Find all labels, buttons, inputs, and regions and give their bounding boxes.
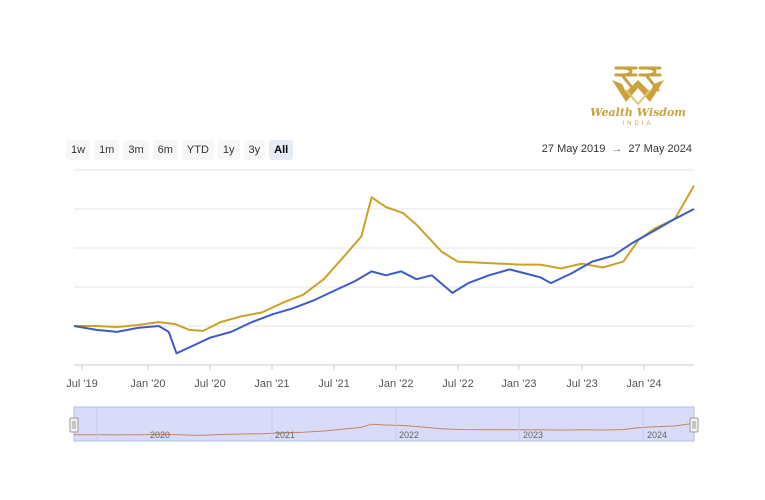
series-line-0 [74,185,695,332]
navigator-year-label: 2022 [399,430,419,440]
range-selector: 1w 1m 3m 6m YTD 1y 3y All [66,140,294,160]
navigator-handle-left[interactable] [69,417,79,433]
x-tick-label: Jul '20 [194,378,225,390]
date-range-to[interactable]: 27 May 2024 [628,143,692,155]
range-button-3m[interactable]: 3m [123,140,149,160]
x-tick-label: Jan '21 [254,378,289,390]
x-tick-label: Jan '20 [130,378,165,390]
wealth-wisdom-logo [612,66,664,106]
range-button-1y[interactable]: 1y [217,140,240,160]
range-button-ytd[interactable]: YTD [181,140,214,160]
date-range-arrow: → [611,143,623,155]
logo-subtitle: INDIA [622,121,654,127]
x-tick-label: Jan '24 [626,378,661,390]
x-tick-label: Jul '22 [442,378,473,390]
range-button-3y[interactable]: 3y [243,140,266,160]
navigator-window[interactable] [73,406,695,442]
x-tick-label: Jan '23 [501,378,536,390]
x-tick-label: Jan '22 [378,378,413,390]
range-button-6m[interactable]: 6m [152,140,178,160]
navigator-year-label: 2023 [523,430,543,440]
range-button-1w[interactable]: 1w [66,140,91,160]
navigator-year-label: 2020 [150,430,170,440]
date-range: 27 May 2019 → 27 May 2024 [542,143,692,155]
x-tick-label: Jul '19 [66,378,97,390]
date-range-from[interactable]: 27 May 2019 [541,143,606,155]
navigator-year-label: 2024 [647,430,667,440]
x-tick-label: Jul '21 [318,378,349,390]
series-line-1 [73,208,695,355]
navigator-handle-right[interactable] [689,417,699,433]
range-button-all[interactable]: All [269,140,294,160]
navigator-series-line [74,422,695,436]
range-button-1m[interactable]: 1m [94,140,120,160]
logo-title: Wealth Wisdom [590,106,686,119]
x-tick-label: Jul '23 [566,378,597,390]
navigator-year-label: 2021 [275,430,295,440]
